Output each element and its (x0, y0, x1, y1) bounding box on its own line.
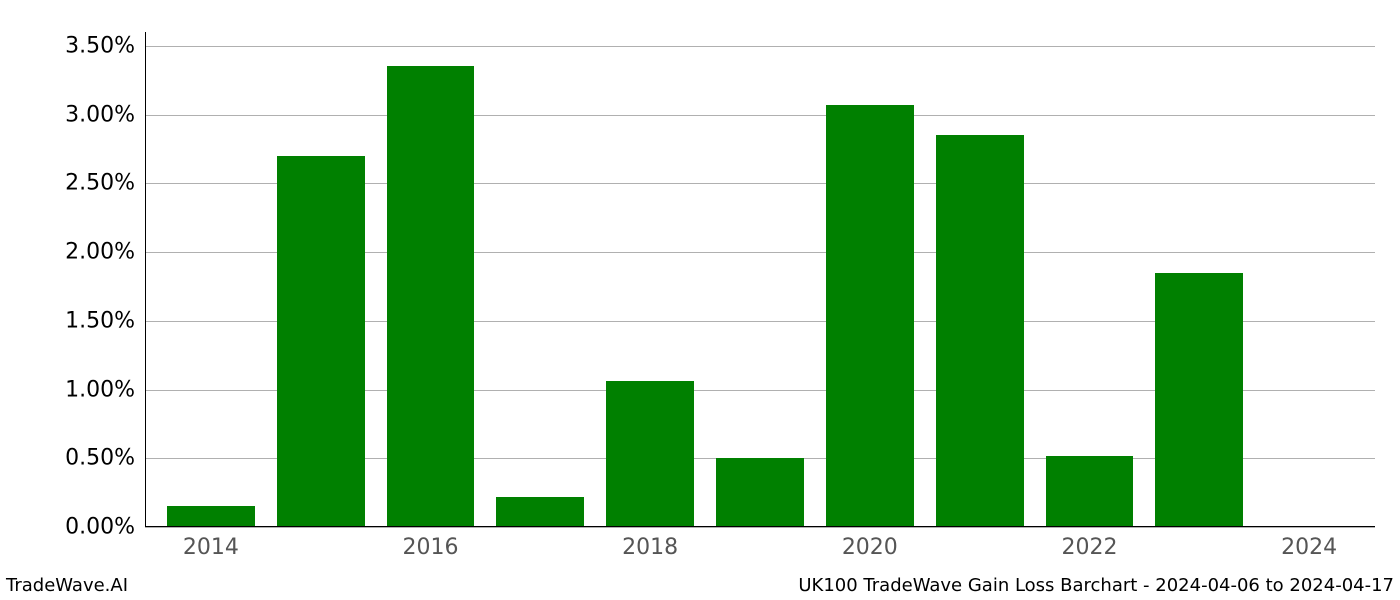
y-tick-label: 1.50% (15, 308, 135, 333)
axis-spine-bottom (145, 526, 1375, 527)
bar (606, 381, 694, 527)
bar (496, 497, 584, 527)
bar (1155, 273, 1243, 527)
x-tick-label: 2018 (622, 535, 678, 560)
y-tick-label: 0.00% (15, 515, 135, 540)
axis-spine-left (145, 32, 146, 527)
y-tick-label: 0.50% (15, 446, 135, 471)
bar (936, 135, 1024, 527)
bar (277, 156, 365, 527)
grid-line (145, 46, 1375, 47)
y-tick-label: 1.00% (15, 377, 135, 402)
grid-line (145, 527, 1375, 528)
bar (1046, 456, 1134, 528)
y-tick-label: 2.00% (15, 240, 135, 265)
chart-container: TradeWave.AI UK100 TradeWave Gain Loss B… (0, 0, 1400, 600)
x-tick-label: 2020 (842, 535, 898, 560)
y-tick-label: 3.00% (15, 102, 135, 127)
bar (716, 458, 804, 527)
footer-right-text: UK100 TradeWave Gain Loss Barchart - 202… (798, 575, 1394, 596)
plot-area (145, 32, 1375, 527)
x-tick-label: 2016 (403, 535, 459, 560)
y-tick-label: 3.50% (15, 33, 135, 58)
grid-line (145, 115, 1375, 116)
x-tick-label: 2024 (1281, 535, 1337, 560)
x-tick-label: 2022 (1061, 535, 1117, 560)
y-tick-label: 2.50% (15, 171, 135, 196)
bar (167, 506, 255, 527)
bar (387, 66, 475, 527)
x-tick-label: 2014 (183, 535, 239, 560)
footer-left-text: TradeWave.AI (6, 575, 128, 596)
bar (826, 105, 914, 527)
